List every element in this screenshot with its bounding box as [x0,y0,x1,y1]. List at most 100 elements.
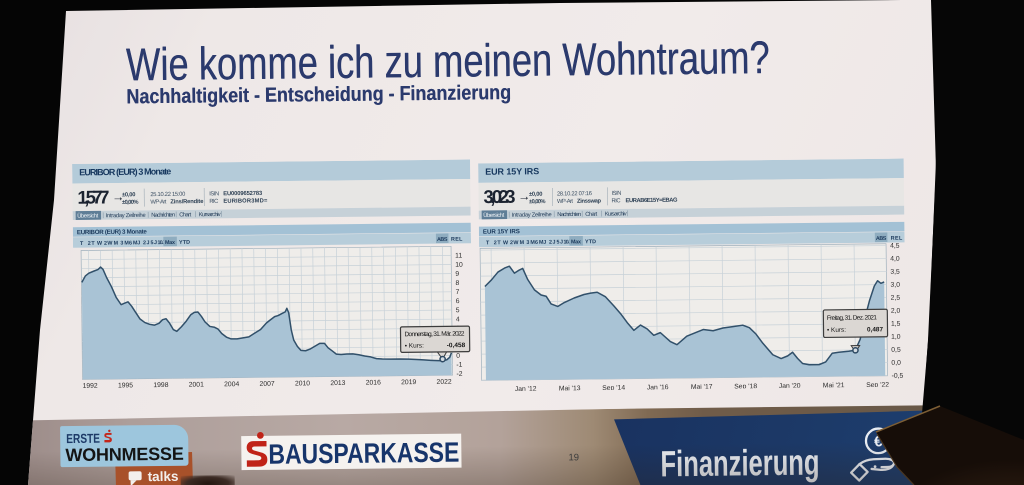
svg-text:3M: 3M [526,239,535,245]
svg-text:±0,00%: ±0,00% [529,199,546,205]
svg-text:Zins/Rendite: Zins/Rendite [170,198,204,204]
svg-text:Donnerstag, 31. Mär. 2022: Donnerstag, 31. Mär. 2022 [404,330,464,338]
svg-text:-1: -1 [456,361,462,368]
svg-text:Sep '18: Sep '18 [734,383,757,390]
svg-text:1,5: 1,5 [891,320,901,327]
svg-text:Intraday Zeilreihe: Intraday Zeilreihe [106,212,146,218]
svg-text:ABS: ABS [876,235,887,241]
svg-text:6M: 6M [535,239,544,245]
svg-text:Max: Max [165,239,175,245]
svg-text:5J: 5J [150,240,157,246]
svg-text:• Kurs:: • Kurs: [827,326,846,333]
svg-text:0: 0 [456,352,460,359]
svg-text:4,5: 4,5 [890,242,900,249]
svg-text:Max: Max [571,239,581,245]
svg-text:2J: 2J [143,240,150,246]
svg-text:2010: 2010 [295,380,310,387]
svg-text:Chart: Chart [179,212,191,218]
svg-text:1992: 1992 [83,382,98,389]
svg-text:W: W [97,240,103,246]
svg-text:→: → [112,189,125,203]
svg-text:-0,5: -0,5 [892,372,904,379]
svg-text:3,5: 3,5 [890,268,900,275]
svg-text:2004: 2004 [224,381,239,388]
svg-text:YTD: YTD [179,239,190,245]
svg-text:1,577: 1,577 [77,186,109,207]
svg-text:5: 5 [456,307,460,314]
svg-text:ISIN: ISIN [611,190,621,196]
svg-text:Übersicht: Übersicht [483,211,504,218]
svg-text:±0,00: ±0,00 [122,192,136,198]
svg-text:REL: REL [451,236,463,242]
svg-text:Nachrichten: Nachrichten [557,211,581,217]
svg-text:6: 6 [456,298,460,305]
svg-text:Kursarchiv: Kursarchiv [199,212,221,218]
svg-text:2,0: 2,0 [891,307,901,314]
svg-text:2W: 2W [510,240,519,246]
svg-text:WP-Art: WP-Art [150,199,166,205]
svg-text:0,5: 0,5 [891,346,901,353]
svg-text:• Kurs:: • Kurs: [405,342,425,349]
svg-text:8: 8 [455,279,459,286]
svg-text:2016: 2016 [366,379,381,386]
svg-text:RIC: RIC [612,198,621,204]
svg-text:RIC: RIC [209,198,218,204]
svg-text:REL: REL [891,235,903,241]
svg-text:11: 11 [455,252,462,259]
svg-text:J: J [543,239,546,245]
svg-text:Sep '14: Sep '14 [602,384,625,391]
svg-text:2T: 2T [494,240,502,246]
svg-text:28.10.22 07:16: 28.10.22 07:16 [557,191,592,197]
svg-text:2J: 2J [549,239,556,245]
svg-text:T: T [486,240,490,246]
svg-text:Kursarchiv: Kursarchiv [605,211,627,217]
svg-text:9: 9 [455,270,459,277]
svg-text:Intraday Zeilreihe: Intraday Zeilreihe [512,212,552,218]
svg-text:EU0009652783: EU0009652783 [223,190,263,196]
svg-text:EURAB6E15Y=EBAG: EURAB6E15Y=EBAG [626,197,679,204]
svg-text:Mai '21: Mai '21 [823,382,845,389]
svg-text:2T: 2T [88,240,96,246]
svg-text:EURIBOR (EUR) 3 Monate: EURIBOR (EUR) 3 Monate [77,228,148,236]
svg-text:Jan '12: Jan '12 [515,385,537,391]
svg-text:0,487: 0,487 [867,326,884,333]
svg-text:M: M [114,240,119,246]
svg-text:7: 7 [456,288,460,295]
svg-text:3,023: 3,023 [483,185,515,206]
svg-text:2013: 2013 [330,379,345,386]
svg-text:2022: 2022 [436,378,451,385]
svg-text:1995: 1995 [118,382,133,389]
svg-text:EUR 15Y IRS: EUR 15Y IRS [485,166,539,177]
svg-text:1998: 1998 [153,381,168,388]
svg-text:Übersicht: Übersicht [77,212,98,219]
svg-text:W: W [503,240,509,246]
svg-text:M: M [520,239,525,245]
svg-text:2007: 2007 [259,380,274,387]
svg-text:3M: 3M [120,240,129,246]
svg-text:2W: 2W [104,240,113,246]
svg-text:3,0: 3,0 [890,281,900,288]
svg-text:Mai '13: Mai '13 [559,385,581,391]
svg-text:Chart: Chart [585,211,597,217]
svg-text:-0,458: -0,458 [447,342,466,349]
svg-text:2019: 2019 [401,379,416,386]
svg-text:±0,00: ±0,00 [529,191,543,197]
svg-text:4: 4 [456,316,460,323]
svg-text:→: → [518,189,531,203]
svg-text:Jan '20: Jan '20 [779,382,801,389]
svg-text:EURIBOR3MD=: EURIBOR3MD= [223,198,268,205]
svg-text:6M: 6M [129,240,138,246]
svg-text:5J: 5J [556,239,563,245]
svg-text:±0,00%: ±0,00% [122,199,139,205]
svg-text:25.10.22 15:00: 25.10.22 15:00 [150,191,185,197]
svg-text:1,0: 1,0 [891,333,901,340]
svg-text:10J: 10J [157,240,165,246]
svg-text:T: T [80,240,84,246]
svg-text:10J: 10J [563,239,571,245]
svg-text:-2: -2 [456,370,462,377]
svg-text:Sep '22: Sep '22 [866,381,889,388]
svg-text:10: 10 [455,261,463,268]
svg-text:EUR 15Y IRS: EUR 15Y IRS [483,228,520,235]
svg-text:EURIBOR (EUR) 3 Monate: EURIBOR (EUR) 3 Monate [79,166,171,177]
svg-text:Jan '16: Jan '16 [647,384,669,391]
